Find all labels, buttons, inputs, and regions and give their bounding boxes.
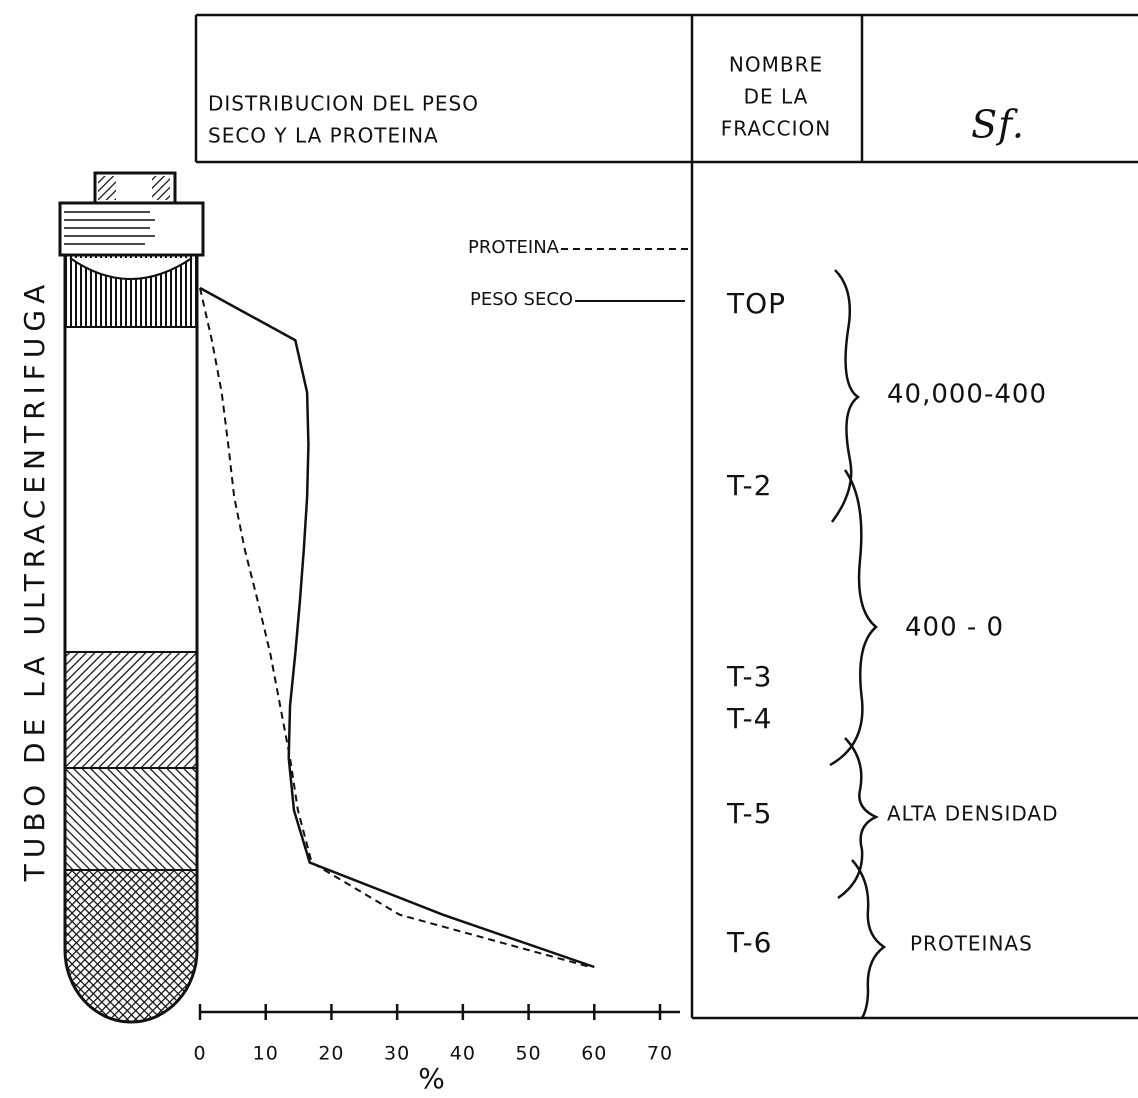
header-text: FRACCION [721, 117, 831, 141]
fraction-label: T-6 [726, 926, 772, 959]
fraction-label: T-2 [726, 469, 772, 502]
sf-group-label: ALTA DENSIDAD [887, 802, 1059, 826]
header-text: DE LA [744, 85, 809, 109]
cap-hatch [98, 176, 116, 200]
header-text: NOMBRE [729, 53, 823, 77]
header-text: Sf. [971, 103, 1025, 147]
tube [60, 255, 205, 1030]
header-text: SECO Y LA PROTEINA [208, 124, 439, 148]
fraction-label: T-3 [726, 660, 772, 693]
x-tick-label: 40 [450, 1043, 476, 1065]
x-tick-label: 50 [515, 1043, 541, 1065]
tube-label: TUBO DE LA ULTRACENTRIFUGA [18, 279, 51, 882]
legend-label: PESO SECO [470, 289, 573, 310]
figure: TUBO DE LA ULTRACENTRIFUGA DISTRIBUCION … [0, 0, 1138, 1098]
x-tick-label: 70 [647, 1043, 673, 1065]
cap [60, 203, 203, 255]
fraction-label: T-4 [726, 702, 772, 735]
series-line [200, 288, 594, 967]
sf-group-label: 40,000-400 [887, 380, 1047, 410]
x-tick-label: 0 [193, 1043, 206, 1065]
cap-hatch [152, 176, 170, 200]
x-tick-label: 20 [318, 1043, 344, 1065]
header-text: DISTRIBUCION DEL PESO [208, 92, 479, 116]
series-line [200, 288, 590, 967]
braces [830, 270, 884, 1018]
x-tick-label: 10 [253, 1043, 279, 1065]
fraction-label: T-5 [726, 797, 772, 830]
page: {"chart_data": {"type": "line", "categor… [0, 0, 1138, 1098]
fraction-label: TOP [726, 287, 786, 320]
sf-group-label: PROTEINAS [910, 932, 1033, 956]
x-tick-label: 30 [384, 1043, 410, 1065]
sf-group-label: 400 - 0 [905, 613, 1004, 643]
legend-label: PROTEINA [468, 237, 560, 258]
x-tick-label: 60 [581, 1043, 607, 1065]
x-axis-label: % [418, 1062, 446, 1095]
table-frame [196, 15, 1138, 1018]
